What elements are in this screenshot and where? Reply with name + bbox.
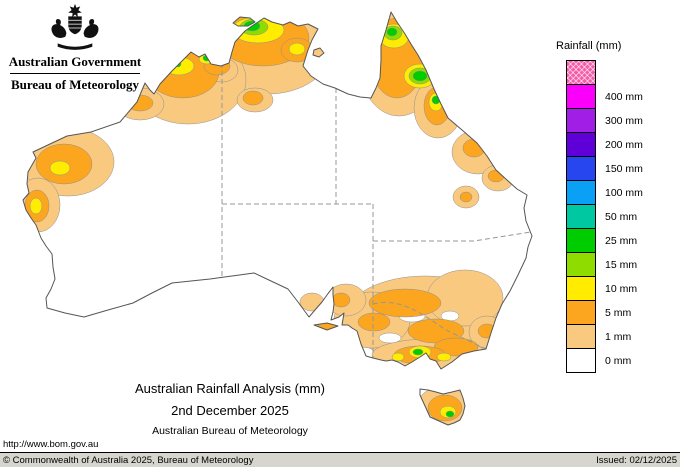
legend-row-5mm: 5 mm (566, 300, 643, 325)
legend-swatch-5mm (566, 300, 596, 325)
header-divider (10, 73, 140, 74)
legend-row-10mm: 10 mm (566, 276, 643, 301)
map-source: Australian Bureau of Meteorology (152, 425, 308, 437)
legend-swatch-25mm (566, 228, 596, 253)
australia-rainfall-map (22, 11, 533, 426)
legend-swatch-0mm (566, 348, 596, 373)
legend-row-50mm: 50 mm (566, 204, 643, 229)
issued-text: Issued: 02/12/2025 (596, 454, 677, 466)
rainfall-legend: Rainfall (mm) 400 mm 300 mm 200 mm 150 m… (556, 40, 643, 373)
government-header: Australian Government Bureau of Meteorol… (8, 2, 142, 93)
legend-swatch-1mm (566, 324, 596, 349)
legend-swatch-300mm (566, 108, 596, 133)
coat-of-arms-icon (51, 3, 99, 50)
legend-row-200mm: 200 mm (566, 132, 643, 157)
legend-swatch-400mm (566, 84, 596, 109)
legend-swatch-200mm (566, 132, 596, 157)
map-date: 2nd December 2025 (171, 403, 289, 418)
government-title: Australian Government (8, 54, 142, 69)
state-borders (221, 55, 532, 360)
legend-row-150mm: 150 mm (566, 156, 643, 181)
footer-bar: © Commonwealth of Australia 2025, Bureau… (0, 452, 680, 467)
legend-row-400mm: 400 mm (566, 84, 643, 109)
bom-url: http://www.bom.gov.au (3, 439, 99, 450)
copyright-text: © Commonwealth of Australia 2025, Bureau… (3, 454, 254, 466)
map-title: Australian Rainfall Analysis (mm) (134, 381, 325, 396)
legend-row-15mm: 15 mm (566, 252, 643, 277)
legend-swatch-50mm (566, 204, 596, 229)
legend-swatch-150mm (566, 156, 596, 181)
legend-row-100mm: 100 mm (566, 180, 643, 205)
legend-title: Rainfall (mm) (556, 40, 622, 52)
legend-swatch-above-400mm (566, 60, 596, 85)
legend-scale: 400 mm 300 mm 200 mm 150 mm 100 mm 50 mm (566, 60, 643, 373)
legend-row-300mm: 300 mm (566, 108, 643, 133)
map-caption: Australian Rainfall Analysis (mm) 2nd De… (85, 381, 375, 437)
legend-swatch-100mm (566, 180, 596, 205)
legend-row-0mm: 0 mm (566, 348, 643, 373)
bureau-title: Bureau of Meteorology (10, 77, 140, 92)
legend-swatch-15mm (566, 252, 596, 277)
legend-row-1mm: 1 mm (566, 324, 643, 349)
legend-row-25mm: 25 mm (566, 228, 643, 253)
legend-swatch-10mm (566, 276, 596, 301)
legend-row-above-400mm (566, 60, 643, 85)
